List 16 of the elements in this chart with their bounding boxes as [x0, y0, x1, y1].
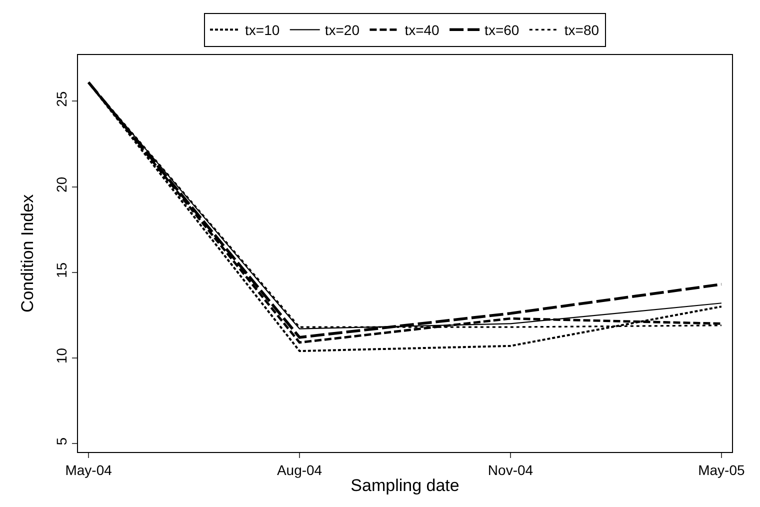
legend-label: tx=40	[404, 22, 440, 38]
legend-label: tx=10	[245, 22, 280, 38]
x-axis-title: Sampling date	[350, 476, 460, 496]
x-tick-label: Nov-04	[488, 462, 534, 478]
y-tick-label: 5	[53, 437, 70, 446]
y-axis-title: Condition Index	[18, 194, 37, 313]
x-tick-label: May-05	[698, 462, 746, 478]
y-tick-label: 15	[53, 262, 70, 278]
y-tick-label: 25	[53, 91, 70, 107]
x-tick-label: Aug-04	[276, 462, 322, 478]
legend-label: tx=20	[324, 22, 360, 38]
legend-label: tx=80	[564, 22, 600, 38]
legend-label: tx=60	[484, 22, 520, 38]
y-tick-label: 10	[53, 348, 70, 364]
y-tick-label: 20	[53, 176, 70, 192]
x-tick-label: May-04	[65, 462, 112, 478]
